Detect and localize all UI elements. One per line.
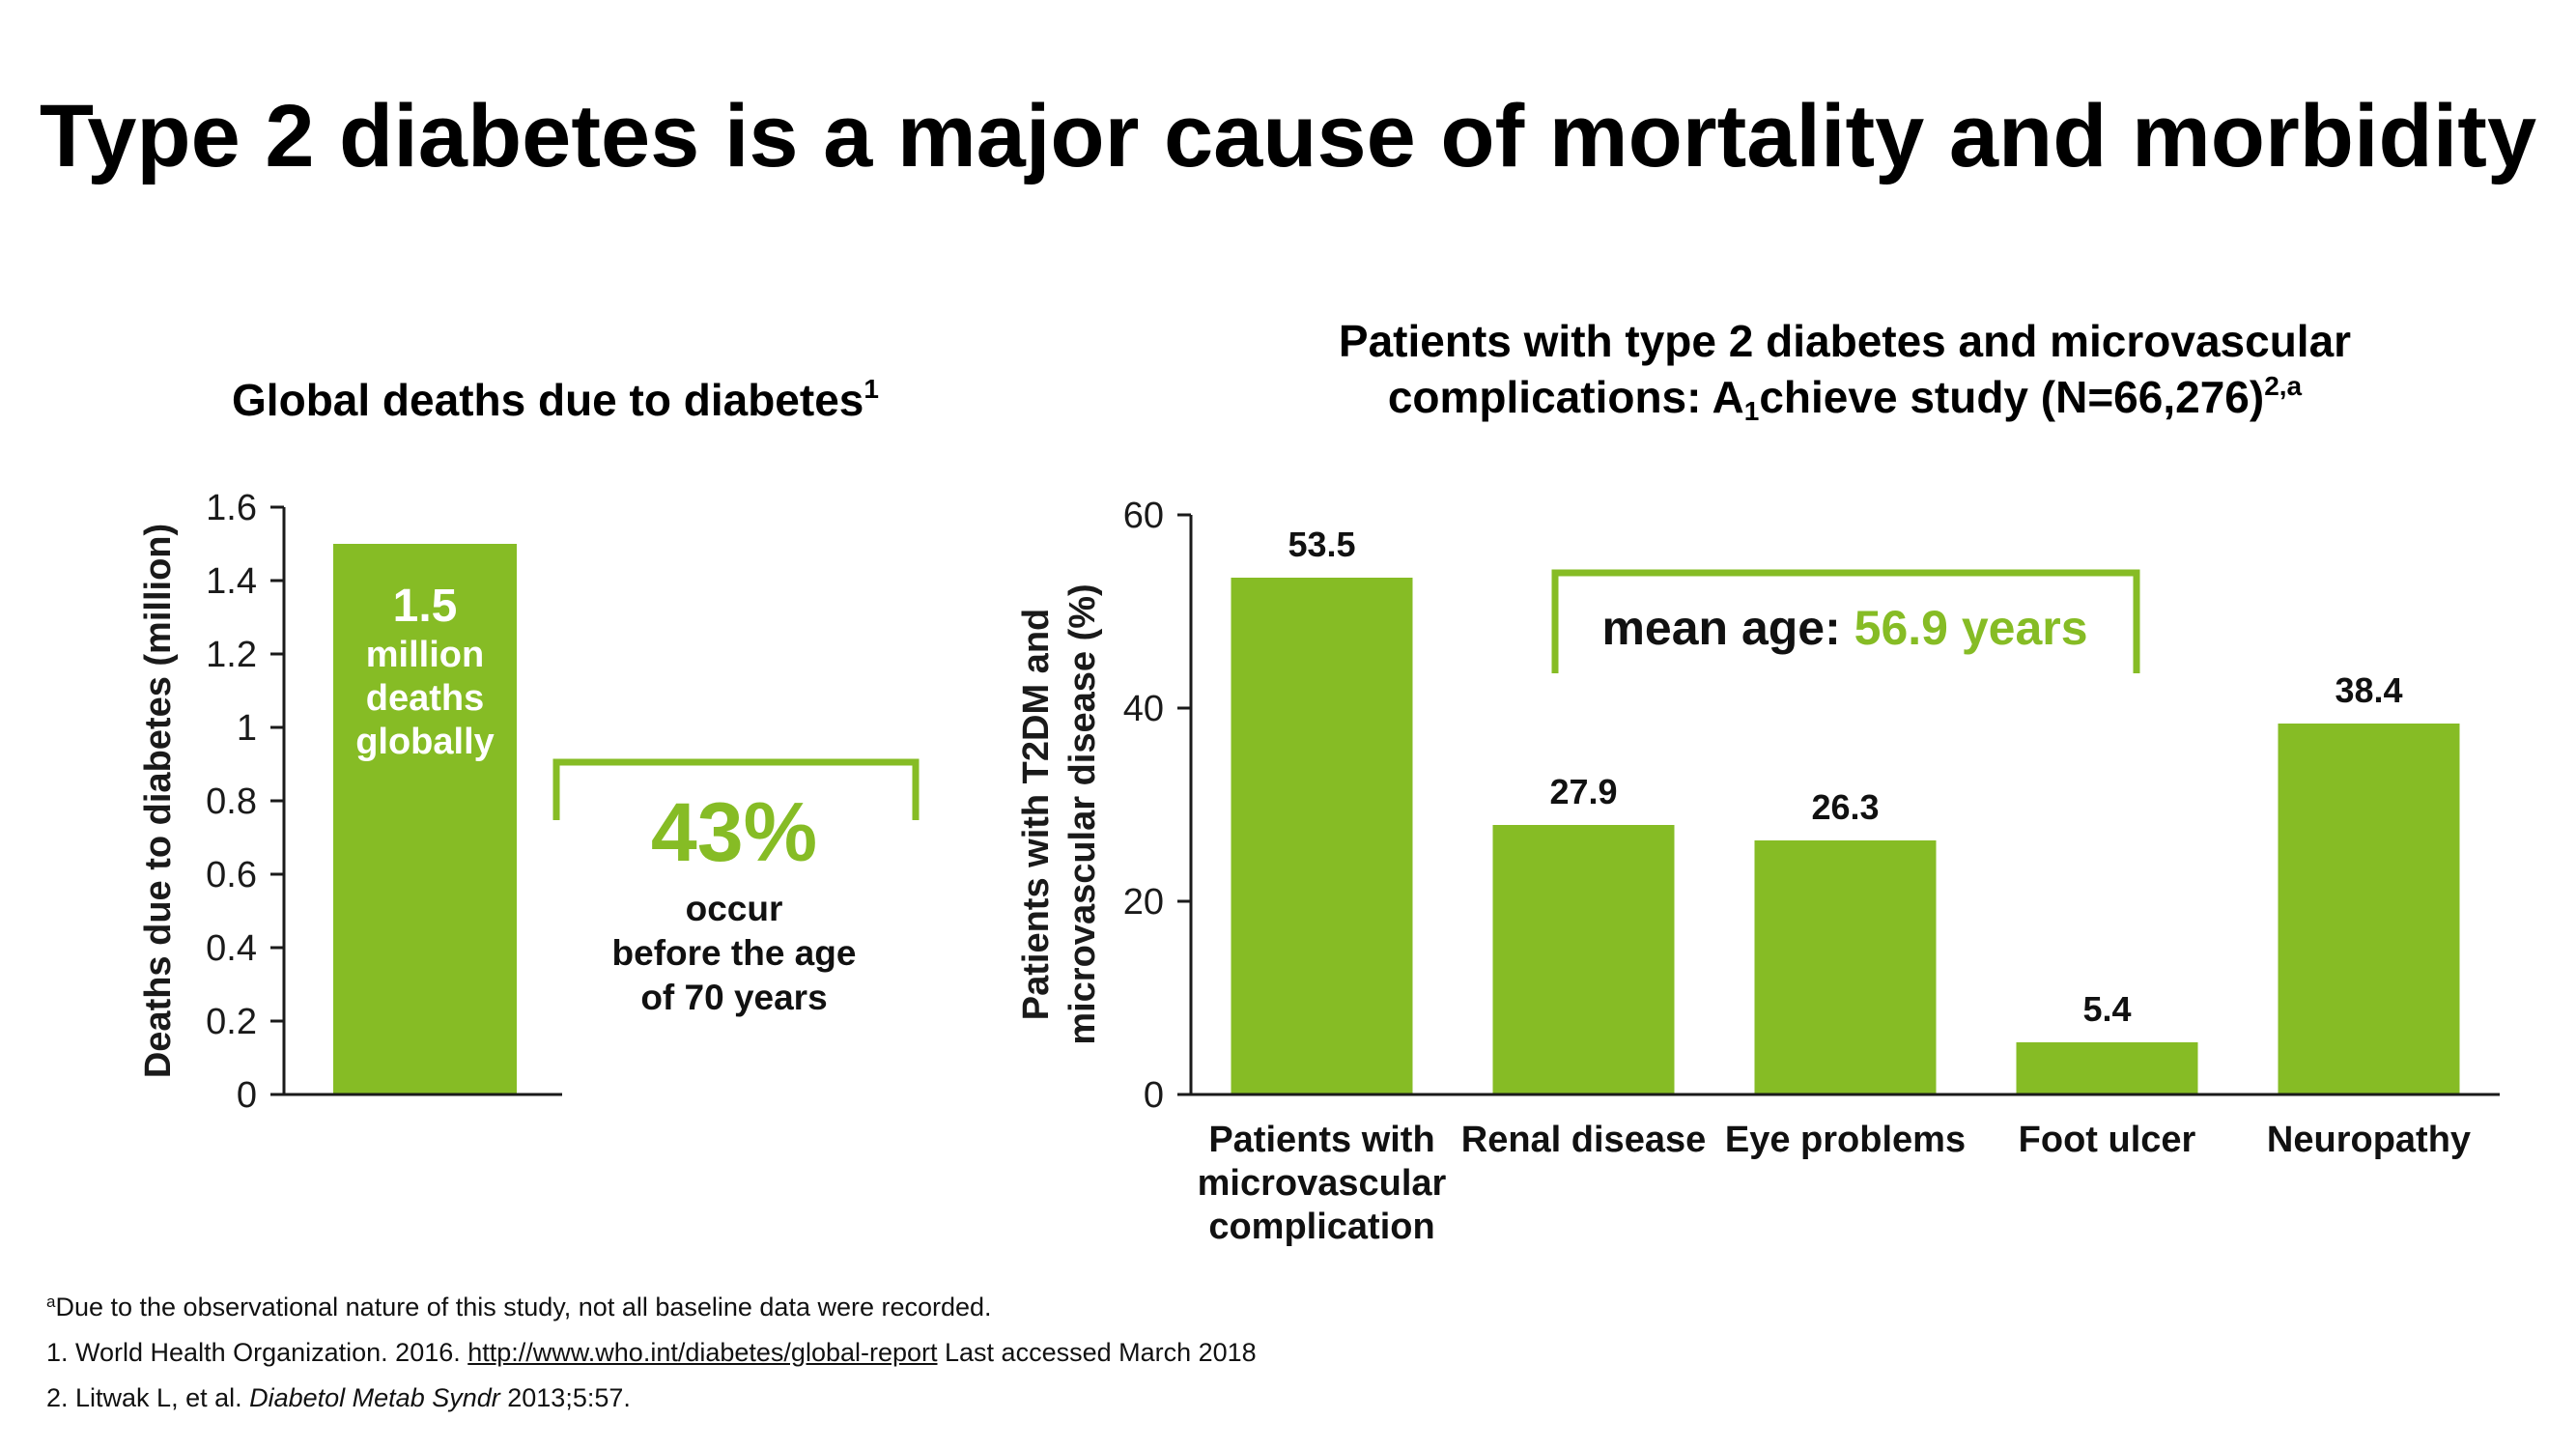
right-category-label-2: Eye problems [1725,1120,1966,1160]
footnote-a-text: Due to the observational nature of this … [55,1293,992,1321]
right-chart-title-line1: Patients with type 2 diabetes and microv… [1338,316,2352,366]
mean-age-value: 56.9 years [1854,601,2088,655]
right-chart-title-line2: complications: A1chieve study (N=66,276)… [1188,369,2502,425]
bar-inside-line3: globally [355,722,495,762]
right-y-axis-label-line1: Patients with T2DM and [1016,609,1057,1020]
ref2-pre: 2. Litwak L, et al. [46,1383,250,1412]
left-y-tick-label: 1 [237,708,257,749]
slide-title: Type 2 diabetes is a major cause of mort… [39,87,2537,185]
left-y-tick-label: 0.2 [206,1002,257,1042]
left-chart-title: Global deaths due to diabetes1 [126,372,985,428]
right-bar-1 [1492,825,1675,1094]
left-bar-0 [333,544,517,1094]
left-y-tick-label: 1.2 [206,635,257,675]
ref1-post: Last accessed March 2018 [937,1338,1257,1367]
mean-age-callout: mean age: 56.9 years [1555,599,2135,657]
left-y-tick-label: 0.4 [206,928,257,969]
footnote-ref2: 2. Litwak L, et al. Diabetol Metab Syndr… [46,1376,1257,1421]
bar-inside-label: 1.5 million deaths globally [333,580,517,764]
percent-callout-line3: of 70 years [640,978,828,1017]
footnotes: aDue to the observational nature of this… [46,1285,1257,1421]
right-category-label-4: Neuropathy [2267,1120,2471,1160]
right-data-label-3: 5.4 [2082,989,2131,1029]
left-chart-title-ref: 1 [863,374,879,404]
right-y-tick-label: 40 [1123,689,1164,729]
bar-inside-value: 1.5 [392,581,458,632]
left-y-tick-label: 0.6 [206,855,257,895]
percent-callout-line2: before the age [611,933,857,973]
right-chart-title-ref: 2,a [2264,371,2303,401]
bar-inside-line1: million [365,635,485,675]
right-y-tick-label: 60 [1123,496,1164,536]
right-category-label-0: complication [1208,1207,1434,1247]
right-category-label-1: Renal disease [1461,1120,1706,1160]
left-y-tick-label: 0 [237,1075,257,1116]
right-chart-title-line2-pre: complications: A [1387,372,1744,422]
right-y-tick-label: 20 [1123,882,1164,923]
left-y-tick-label: 1.4 [206,561,257,602]
ref2-post: 2013;5:57. [499,1383,631,1412]
mean-age-label: mean age: [1601,601,1854,655]
right-y-axis-label-line2: microvascular disease (%) [1062,583,1103,1044]
right-data-label-0: 53.5 [1288,525,1355,564]
left-chart-title-text: Global deaths due to diabetes [232,375,864,425]
right-chart-title: Patients with type 2 diabetes and microv… [1188,313,2502,425]
left-y-axis-label: Deaths due to diabetes (million) [138,524,179,1078]
left-y-tick-label: 0.8 [206,781,257,822]
right-category-label-3: Foot ulcer [2019,1120,2196,1160]
right-bar-0 [1231,578,1413,1094]
ref1-link[interactable]: http://www.who.int/diabetes/global-repor… [467,1338,938,1367]
right-chart-title-sub: 1 [1743,396,1760,426]
right-data-label-4: 38.4 [2335,670,2402,710]
right-data-label-2: 26.3 [1811,787,1879,827]
percent-callout-value: 43% [650,786,818,879]
right-category-label-0: Patients with [1208,1120,1434,1160]
left-y-tick-label: 1.6 [206,488,257,528]
ref2-journal: Diabetol Metab Syndr [249,1383,500,1412]
right-callout-bracket [1551,569,2140,673]
right-bar-3 [2016,1042,2198,1094]
ref1-pre: 1. World Health Organization. 2016. [46,1338,468,1367]
percent-callout: 43% occur before the age of 70 years [551,784,918,1020]
footnote-ref1: 1. World Health Organization. 2016. http… [46,1330,1257,1376]
right-data-label-1: 27.9 [1549,772,1617,811]
right-chart-title-line2-post: chieve study (N=66,276) [1759,372,2265,422]
left-callout-bracket [552,758,920,820]
bar-inside-line2: deaths [365,678,485,719]
percent-callout-line1: occur [685,889,783,928]
right-y-tick-label: 0 [1144,1075,1164,1116]
right-category-label-0: microvascular [1198,1163,1447,1204]
right-bar-4 [2278,724,2460,1094]
right-bar-2 [1754,840,1937,1094]
footnote-a-marker: a [46,1293,56,1311]
footnote-a: aDue to the observational nature of this… [46,1285,1257,1330]
